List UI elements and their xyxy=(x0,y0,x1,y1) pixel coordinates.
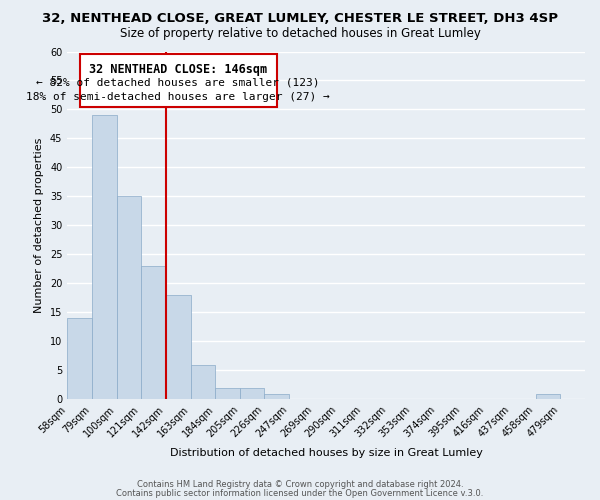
Bar xyxy=(141,266,166,400)
X-axis label: Distribution of detached houses by size in Great Lumley: Distribution of detached houses by size … xyxy=(170,448,482,458)
Bar xyxy=(191,364,215,400)
Bar xyxy=(240,388,265,400)
Text: ← 82% of detached houses are smaller (123): ← 82% of detached houses are smaller (12… xyxy=(37,78,320,88)
Text: 32, NENTHEAD CLOSE, GREAT LUMLEY, CHESTER LE STREET, DH3 4SP: 32, NENTHEAD CLOSE, GREAT LUMLEY, CHESTE… xyxy=(42,12,558,26)
Text: Contains HM Land Registry data © Crown copyright and database right 2024.: Contains HM Land Registry data © Crown c… xyxy=(137,480,463,489)
Text: Contains public sector information licensed under the Open Government Licence v.: Contains public sector information licen… xyxy=(116,488,484,498)
Bar xyxy=(536,394,560,400)
Y-axis label: Number of detached properties: Number of detached properties xyxy=(34,138,44,313)
Bar xyxy=(166,295,191,400)
Text: Size of property relative to detached houses in Great Lumley: Size of property relative to detached ho… xyxy=(119,28,481,40)
Bar xyxy=(92,116,116,400)
Bar xyxy=(116,196,141,400)
Bar xyxy=(67,318,92,400)
Text: 18% of semi-detached houses are larger (27) →: 18% of semi-detached houses are larger (… xyxy=(26,92,330,102)
Bar xyxy=(265,394,289,400)
FancyBboxPatch shape xyxy=(80,54,277,106)
Bar xyxy=(215,388,240,400)
Text: 32 NENTHEAD CLOSE: 146sqm: 32 NENTHEAD CLOSE: 146sqm xyxy=(89,63,267,76)
